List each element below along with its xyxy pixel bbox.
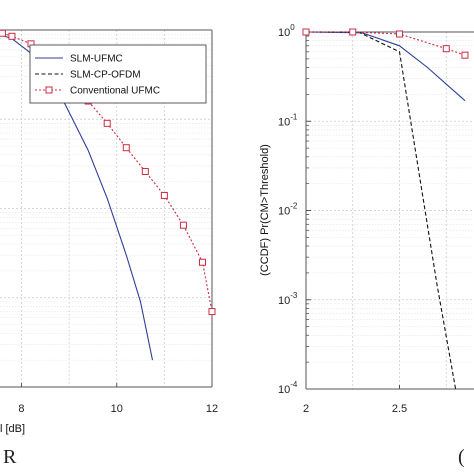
legend-label: SLM-CP-OFDM xyxy=(70,70,141,81)
y-tick-label: 10-4 xyxy=(278,380,298,396)
series-line-slm-ufmc xyxy=(305,31,466,102)
series-marker xyxy=(141,167,149,175)
legend-marker xyxy=(45,86,53,94)
x-axis-label: l [dB] xyxy=(0,423,25,435)
y-axis-label: (CCDF) Pr(CM>Threshold) xyxy=(259,144,271,276)
y-tick-label: 100 xyxy=(278,23,295,39)
series-marker xyxy=(461,51,469,59)
series-marker xyxy=(0,29,6,37)
series-marker xyxy=(122,144,130,152)
caption-fragment: R xyxy=(3,446,17,468)
y-tick-label: 10-3 xyxy=(278,291,298,307)
series-marker xyxy=(349,28,357,36)
x-tick-label: 10 xyxy=(111,403,123,415)
series-marker xyxy=(302,28,310,36)
series-marker xyxy=(103,119,111,127)
left-chart: 8 10 12 l [dB] R SLM-UFMC SLM-CP-OFDM Conventio… xyxy=(0,29,218,468)
caption-fragment: ( xyxy=(458,446,465,468)
right-chart: 100 10-1 10-2 10-3 10-4 2 2.5 (CCDF) Pr(CM>Thre… xyxy=(259,23,474,468)
x-tick-label: 2.5 xyxy=(392,403,407,415)
series-marker xyxy=(396,30,403,38)
series-marker xyxy=(442,45,450,53)
legend-label: SLM-UFMC xyxy=(70,54,123,65)
series-marker xyxy=(8,32,16,40)
x-tick-label: 2 xyxy=(303,403,309,415)
series-marker xyxy=(208,308,216,316)
x-tick-label: 12 xyxy=(206,403,218,415)
legend-label: Conventional UFMC xyxy=(70,86,160,97)
series-marker xyxy=(160,191,168,199)
legend-box xyxy=(29,44,207,104)
y-tick-label: 10-2 xyxy=(278,202,298,218)
y-tick-label: 10-1 xyxy=(278,112,298,128)
series-marker xyxy=(198,258,206,266)
series-line-slm-cp-ofdm xyxy=(306,31,457,390)
x-tick-label: 8 xyxy=(18,403,24,415)
series-marker xyxy=(179,221,187,229)
